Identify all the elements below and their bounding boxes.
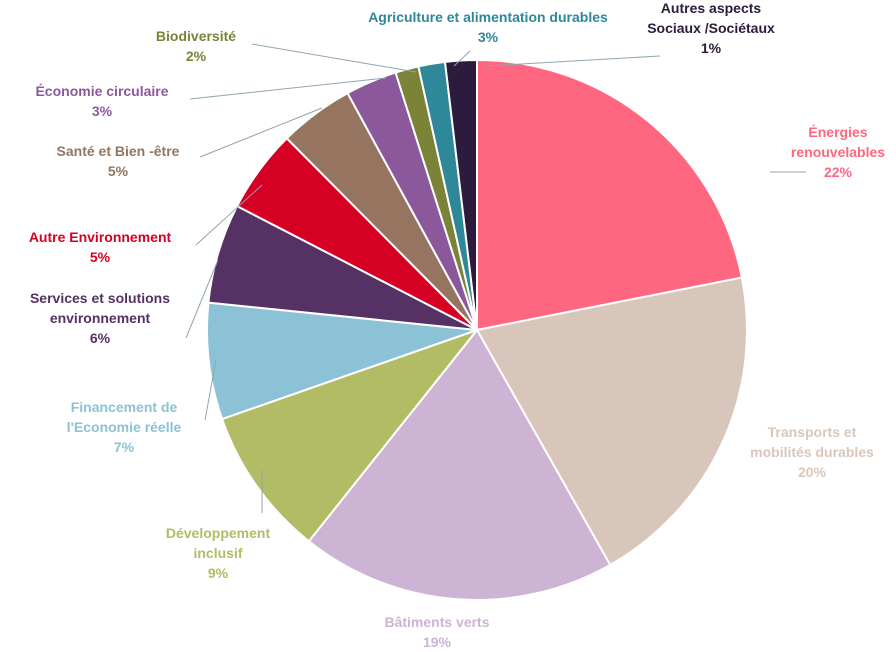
data-label-category: mobilités durables xyxy=(750,444,874,460)
data-label-category: Agriculture et alimentation durables xyxy=(368,9,608,25)
data-label-category: l'Economie réelle xyxy=(67,419,182,435)
leader-line xyxy=(195,184,263,246)
data-label-category: inclusif xyxy=(193,545,242,561)
data-label-percent: 19% xyxy=(423,634,452,650)
data-label-category: Financement de xyxy=(71,399,178,415)
pie-slice xyxy=(307,328,612,601)
data-label-category: Autre Environnement xyxy=(29,229,172,245)
leader-line xyxy=(485,55,661,67)
data-label-category: Services et solutions xyxy=(30,290,170,306)
data-label-percent: 20% xyxy=(798,464,827,480)
leader-line xyxy=(204,359,217,421)
leader-line xyxy=(199,107,323,158)
pie-slice xyxy=(206,301,478,421)
leader-line xyxy=(251,43,417,73)
data-label-category: Sociaux /Sociétaux xyxy=(647,20,775,36)
pie-slice xyxy=(443,58,478,331)
data-label-percent: 2% xyxy=(186,48,207,64)
data-label-category: Développement xyxy=(166,525,271,541)
leader-line xyxy=(453,50,471,67)
data-label-percent: 9% xyxy=(208,565,229,581)
data-label-percent: 3% xyxy=(478,29,499,45)
data-label-category: Énergies xyxy=(808,124,867,140)
data-label-percent: 5% xyxy=(90,249,111,265)
pie-slice xyxy=(220,327,480,543)
data-label-category: Santé et Bien -être xyxy=(57,143,180,159)
data-label-category: Transports et xyxy=(768,424,857,440)
data-label-percent: 3% xyxy=(92,103,113,119)
data-label-percent: 22% xyxy=(824,164,853,180)
data-label-category: environnement xyxy=(50,310,151,326)
data-label-percent: 7% xyxy=(114,439,135,455)
data-label-category: Biodiversité xyxy=(156,28,236,44)
data-label-percent: 1% xyxy=(701,40,722,56)
data-label-category: Économie circulaire xyxy=(35,83,168,99)
data-label-percent: 5% xyxy=(108,163,129,179)
leader-line xyxy=(185,259,219,339)
leader-line xyxy=(189,77,387,100)
data-label-category: Autres aspects xyxy=(661,0,762,16)
data-label-percent: 6% xyxy=(90,330,111,346)
data-label-category: Bâtiments verts xyxy=(384,614,489,630)
pie-slice xyxy=(475,276,748,567)
data-label-category: renouvelables xyxy=(791,144,885,160)
